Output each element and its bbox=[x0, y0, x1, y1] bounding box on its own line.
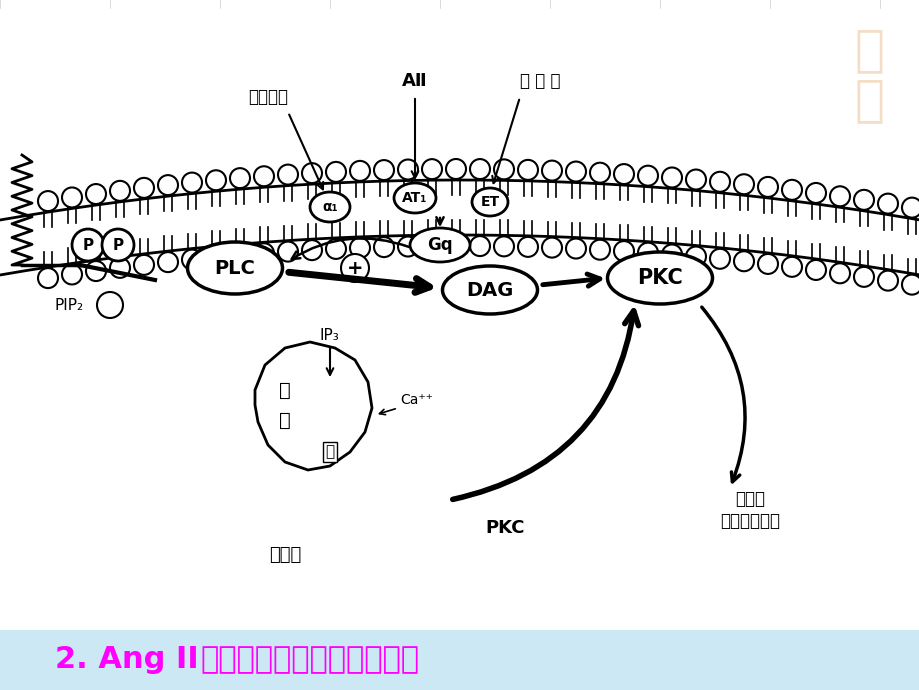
Ellipse shape bbox=[607, 252, 711, 304]
Ellipse shape bbox=[410, 228, 470, 262]
Text: PKC: PKC bbox=[484, 519, 524, 537]
Text: 肌: 肌 bbox=[278, 380, 290, 400]
Text: 促生长: 促生长 bbox=[734, 490, 765, 508]
Ellipse shape bbox=[187, 242, 282, 294]
Text: AT₁: AT₁ bbox=[402, 191, 427, 205]
Text: +: + bbox=[346, 259, 363, 277]
Text: ET: ET bbox=[480, 195, 499, 209]
Polygon shape bbox=[0, 180, 919, 275]
Text: PIP₂: PIP₂ bbox=[55, 298, 84, 313]
Text: α₁: α₁ bbox=[322, 200, 337, 214]
Text: 细胞浆: 细胞浆 bbox=[268, 546, 301, 564]
Text: IP₃: IP₃ bbox=[320, 328, 339, 343]
Text: 2. Ang II: 2. Ang II bbox=[55, 646, 199, 675]
Ellipse shape bbox=[310, 192, 349, 222]
Circle shape bbox=[341, 254, 369, 282]
Circle shape bbox=[72, 229, 104, 261]
Text: AⅡ: AⅡ bbox=[402, 72, 427, 90]
Text: ○: ○ bbox=[339, 250, 370, 284]
Text: 促生长作用的信号转导通路: 促生长作用的信号转导通路 bbox=[199, 646, 418, 675]
Text: 网: 网 bbox=[325, 444, 335, 460]
Text: Ca⁺⁺: Ca⁺⁺ bbox=[400, 393, 433, 407]
Text: P: P bbox=[83, 237, 94, 253]
Bar bbox=[0, 630, 919, 690]
Text: 理: 理 bbox=[854, 76, 884, 124]
Polygon shape bbox=[255, 342, 371, 470]
Text: PLC: PLC bbox=[214, 259, 255, 277]
Text: DAG: DAG bbox=[466, 281, 513, 299]
Text: P: P bbox=[112, 237, 123, 253]
Text: 激活原癌基因: 激活原癌基因 bbox=[720, 512, 779, 530]
Text: PKC: PKC bbox=[637, 268, 682, 288]
Text: 肾上腺素: 肾上腺素 bbox=[248, 88, 288, 106]
Text: 内 皮 素: 内 皮 素 bbox=[519, 72, 560, 90]
Circle shape bbox=[102, 229, 134, 261]
Ellipse shape bbox=[442, 266, 537, 314]
Ellipse shape bbox=[393, 183, 436, 213]
Ellipse shape bbox=[471, 188, 507, 216]
Text: 浆: 浆 bbox=[278, 411, 290, 429]
Text: Gq: Gq bbox=[426, 236, 452, 254]
Text: 药: 药 bbox=[854, 26, 884, 74]
Circle shape bbox=[96, 292, 123, 318]
